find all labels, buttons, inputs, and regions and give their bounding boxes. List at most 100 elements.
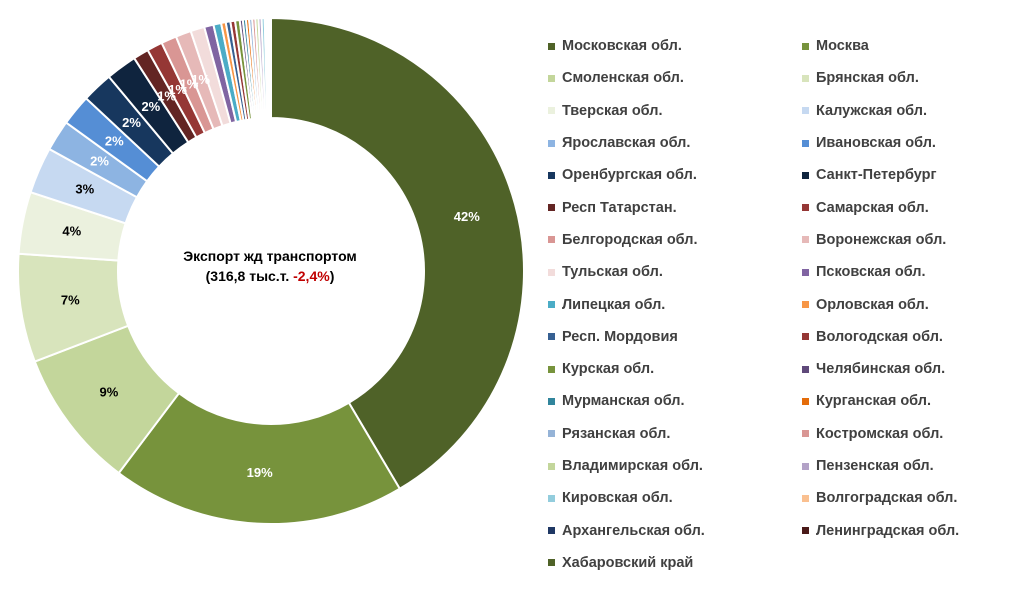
legend-label: Архангельская обл. bbox=[562, 522, 705, 539]
chart-center-label: Экспорт жд транспортом (316,8 тыс.т. -2,… bbox=[150, 246, 390, 286]
legend-item: Ивановская обл. bbox=[802, 127, 1018, 159]
legend-label: Мурманская обл. bbox=[562, 393, 685, 410]
slice-data-label: 2% bbox=[122, 115, 141, 130]
legend-label: Псковская обл. bbox=[816, 264, 926, 281]
center-title: Экспорт жд транспортом bbox=[183, 248, 357, 264]
legend-item: Белгородская обл. bbox=[548, 224, 802, 256]
legend-swatch bbox=[548, 42, 555, 50]
slice-data-label: 1% bbox=[168, 82, 187, 97]
legend-swatch bbox=[548, 204, 555, 212]
legend-swatch bbox=[802, 107, 809, 115]
legend-swatch bbox=[802, 365, 809, 373]
legend-label: Смоленская обл. bbox=[562, 70, 684, 87]
legend-label: Рязанская обл. bbox=[562, 425, 671, 442]
slice-data-label: 7% bbox=[61, 293, 80, 308]
legend-label: Пензенская обл. bbox=[816, 458, 934, 474]
legend-item: Курская обл. bbox=[548, 353, 802, 385]
legend-label: Брянская обл. bbox=[816, 70, 919, 87]
center-subtitle: (316,8 тыс.т. -2,4%) bbox=[205, 268, 335, 284]
legend-item: Брянская обл. bbox=[802, 62, 1018, 94]
slice-data-label: 1% bbox=[191, 72, 210, 87]
legend-label: Хабаровский край bbox=[562, 554, 694, 571]
slice-data-label: 2% bbox=[105, 133, 124, 148]
legend-swatch bbox=[548, 527, 555, 535]
legend-label: Ярославская обл. bbox=[562, 135, 691, 152]
legend-swatch bbox=[802, 139, 809, 147]
legend-swatch bbox=[802, 494, 809, 502]
legend-item: Воронежская обл. bbox=[802, 224, 1018, 256]
pie-slice bbox=[117, 391, 402, 525]
legend-item: Владимирская обл. bbox=[548, 450, 802, 482]
legend-item: Липецкая обл. bbox=[548, 288, 802, 320]
legend-item: Смоленская обл. bbox=[548, 62, 802, 94]
legend-swatch bbox=[548, 365, 555, 373]
legend-item: Архангельская обл. bbox=[548, 514, 802, 546]
legend-item: Оренбургская обл. bbox=[548, 159, 802, 191]
legend-label: Москва bbox=[816, 38, 869, 55]
legend-item: Ярославская обл. bbox=[548, 127, 802, 159]
legend-label: Московская обл. bbox=[562, 38, 682, 55]
legend-swatch bbox=[548, 397, 555, 405]
slice-data-label: 1% bbox=[180, 77, 199, 92]
legend-swatch bbox=[548, 430, 555, 438]
legend-swatch bbox=[548, 74, 555, 82]
donut-chart: 42%19%9%7%4%3%2%2%2%2%1%1%1%1% bbox=[17, 16, 525, 525]
legend-item: Тульская обл. bbox=[548, 256, 802, 288]
legend-label: Челябинская обл. bbox=[816, 361, 946, 378]
legend-label: Калужская обл. bbox=[816, 102, 928, 119]
legend-label: Тульская обл. bbox=[562, 264, 663, 281]
legend-item: Рязанская обл. bbox=[548, 418, 802, 450]
legend-item: Ленинградская обл. bbox=[802, 514, 1018, 546]
legend-swatch bbox=[548, 559, 555, 567]
legend-label: Кировская обл. bbox=[562, 490, 673, 507]
pie-slice bbox=[270, 16, 525, 491]
legend-item: Санкт-Петербург bbox=[802, 159, 1018, 191]
pie-slice bbox=[268, 16, 272, 120]
legend-swatch bbox=[802, 430, 809, 438]
legend-swatch bbox=[548, 139, 555, 147]
legend-label: Костромская обл. bbox=[816, 425, 944, 442]
legend-label: Самарская обл. bbox=[816, 199, 929, 216]
legend-label: Курганская обл. bbox=[816, 393, 932, 410]
legend-item: Орловская обл. bbox=[802, 288, 1018, 320]
legend-swatch bbox=[548, 268, 555, 276]
legend-label: Курская обл. bbox=[562, 361, 655, 378]
legend-swatch bbox=[802, 42, 809, 50]
legend-swatch bbox=[548, 171, 555, 179]
legend-swatch bbox=[548, 107, 555, 115]
legend-swatch bbox=[802, 236, 809, 244]
slice-data-label: 2% bbox=[90, 154, 109, 169]
legend-label: Владимирская обл. bbox=[562, 458, 703, 474]
legend-swatch bbox=[802, 268, 809, 276]
legend-item: Самарская обл. bbox=[802, 191, 1018, 223]
legend-item: Мурманская обл. bbox=[548, 385, 802, 417]
legend-swatch bbox=[802, 527, 809, 535]
slice-data-label: 19% bbox=[247, 465, 273, 480]
legend-swatch bbox=[548, 494, 555, 502]
legend-item: Волгоградская обл. bbox=[802, 482, 1018, 514]
legend-label: Санкт-Петербург bbox=[816, 167, 937, 184]
legend-item: Костромская обл. bbox=[802, 418, 1018, 450]
legend-label: Оренбургская обл. bbox=[562, 167, 697, 184]
slice-data-label: 9% bbox=[99, 385, 118, 400]
legend-label: Воронежская обл. bbox=[816, 231, 947, 248]
legend-swatch bbox=[802, 462, 809, 470]
chart-area: 42% 19% 9% 7% 4% 3% 2% 2% 2% 2% 1% 1% 1% 1% Экспорт ж… bbox=[17, 16, 525, 525]
legend-item: Калужская обл. bbox=[802, 95, 1018, 127]
legend-swatch bbox=[548, 333, 555, 341]
legend-item: Пензенская обл. bbox=[802, 450, 1018, 482]
legend-item: Респ Татарстан. bbox=[548, 191, 802, 223]
slice-data-label: 4% bbox=[62, 224, 81, 239]
legend-item: Кировская обл. bbox=[548, 482, 802, 514]
legend-label: Респ Татарстан. bbox=[562, 199, 677, 216]
legend-item: Хабаровский край bbox=[548, 547, 802, 579]
slice-data-label: 2% bbox=[141, 99, 160, 114]
legend-swatch bbox=[802, 333, 809, 341]
legend-swatch bbox=[802, 301, 809, 309]
legend-item: Вологодская обл. bbox=[802, 321, 1018, 353]
legend-label: Ленинградская обл. bbox=[816, 522, 960, 539]
chart-legend: Московская обл. Москва Смоленская обл. Брян… bbox=[548, 30, 1018, 579]
legend-label: Респ. Мордовия bbox=[562, 328, 678, 345]
legend-label: Вологодская обл. bbox=[816, 328, 943, 345]
slice-data-label: 42% bbox=[454, 209, 480, 224]
